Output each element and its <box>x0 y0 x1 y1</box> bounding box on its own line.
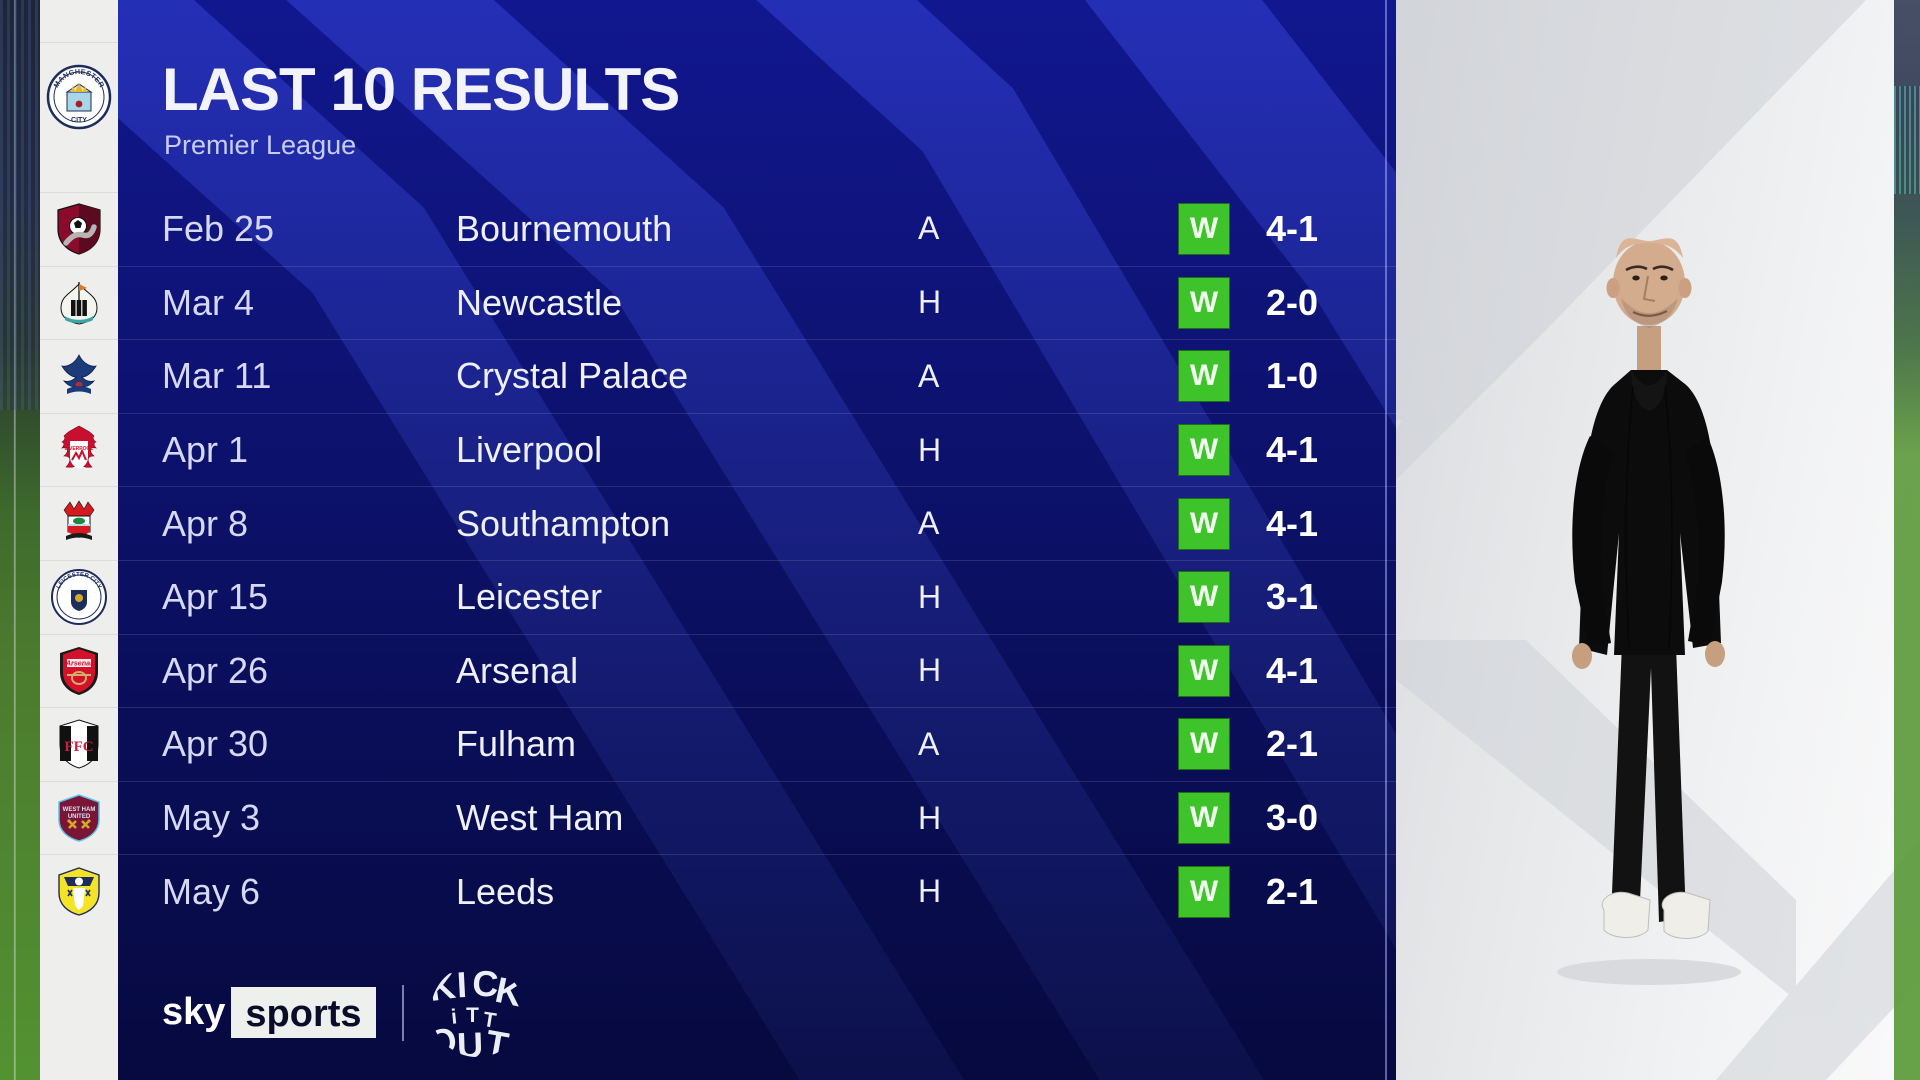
svg-text:I: I <box>455 964 467 1005</box>
svg-text:WEST HAM: WEST HAM <box>63 807 96 813</box>
svg-text:CITY: CITY <box>71 117 87 124</box>
svg-text:UNITED: UNITED <box>68 814 91 820</box>
svg-text:Arsenal: Arsenal <box>65 658 93 667</box>
svg-text:LIVERPOOL: LIVERPOOL <box>65 446 94 452</box>
svg-text:K: K <box>426 965 458 1009</box>
svg-text:FFC: FFC <box>64 739 93 755</box>
svg-text:U: U <box>456 1024 483 1066</box>
